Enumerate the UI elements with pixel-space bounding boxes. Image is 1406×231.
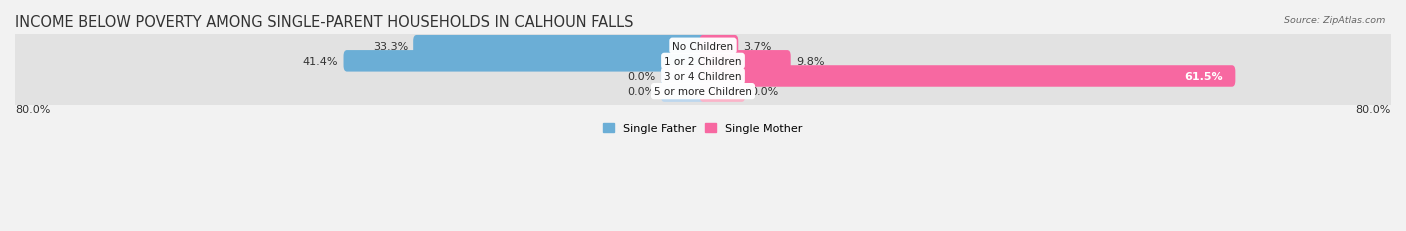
Text: 3 or 4 Children: 3 or 4 Children <box>664 72 742 82</box>
FancyBboxPatch shape <box>13 49 1393 105</box>
FancyBboxPatch shape <box>413 36 706 57</box>
Text: 5 or more Children: 5 or more Children <box>654 87 752 97</box>
Legend: Single Father, Single Mother: Single Father, Single Mother <box>599 119 807 138</box>
Text: 41.4%: 41.4% <box>302 57 339 67</box>
Text: INCOME BELOW POVERTY AMONG SINGLE-PARENT HOUSEHOLDS IN CALHOUN FALLS: INCOME BELOW POVERTY AMONG SINGLE-PARENT… <box>15 15 634 30</box>
FancyBboxPatch shape <box>343 51 706 72</box>
FancyBboxPatch shape <box>700 66 1236 87</box>
FancyBboxPatch shape <box>700 81 745 102</box>
Text: 61.5%: 61.5% <box>1185 72 1223 82</box>
FancyBboxPatch shape <box>661 66 706 87</box>
Text: 3.7%: 3.7% <box>744 42 772 52</box>
FancyBboxPatch shape <box>13 64 1393 120</box>
FancyBboxPatch shape <box>661 81 706 102</box>
Text: 33.3%: 33.3% <box>373 42 408 52</box>
FancyBboxPatch shape <box>13 18 1393 74</box>
FancyBboxPatch shape <box>700 36 738 57</box>
Text: 80.0%: 80.0% <box>1355 105 1391 115</box>
Text: Source: ZipAtlas.com: Source: ZipAtlas.com <box>1284 16 1385 25</box>
FancyBboxPatch shape <box>700 51 790 72</box>
FancyBboxPatch shape <box>13 34 1393 89</box>
Text: 9.8%: 9.8% <box>796 57 824 67</box>
Text: 0.0%: 0.0% <box>751 87 779 97</box>
Text: 0.0%: 0.0% <box>627 87 655 97</box>
Text: 0.0%: 0.0% <box>627 72 655 82</box>
Text: 1 or 2 Children: 1 or 2 Children <box>664 57 742 67</box>
Text: 80.0%: 80.0% <box>15 105 51 115</box>
Text: No Children: No Children <box>672 42 734 52</box>
